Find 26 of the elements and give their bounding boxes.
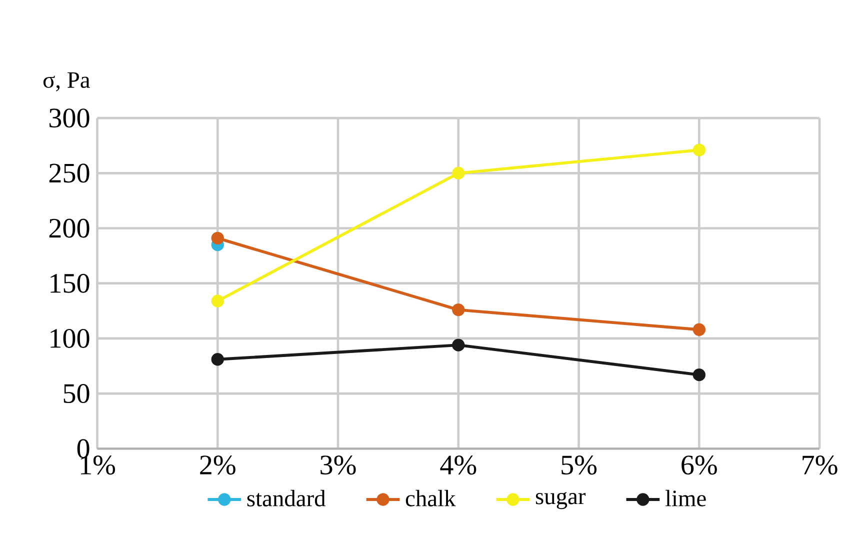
point [692, 323, 706, 336]
x-tick-label: 6% [682, 456, 717, 475]
y-tick-label: 100 [50, 329, 90, 348]
y-tick-label: 300 [50, 108, 90, 128]
x-tick-label: 7% [802, 456, 838, 475]
point [211, 294, 224, 308]
y-axis-title: σ, Pa [43, 72, 90, 92]
point [452, 166, 465, 180]
legend-label: standard [247, 490, 326, 506]
legend-label: lime [665, 490, 706, 506]
point [211, 232, 224, 245]
x-tick-label: 3% [320, 456, 356, 475]
y-tick-label: 150 [50, 274, 90, 293]
y-tick-label: 250 [49, 164, 90, 183]
legend-label: chalk [406, 490, 456, 506]
point [452, 304, 465, 316]
point [452, 338, 465, 352]
y-tick-label: 200 [49, 218, 90, 238]
x-tick-label: 2% [200, 456, 236, 475]
x-tick-label: 4% [440, 456, 476, 475]
legend-label: sugar [536, 492, 586, 510]
point [692, 144, 706, 156]
x-tick-label: 5% [562, 456, 597, 475]
point [211, 353, 224, 366]
point [692, 368, 706, 382]
y-tick-label: 50 [64, 384, 90, 404]
